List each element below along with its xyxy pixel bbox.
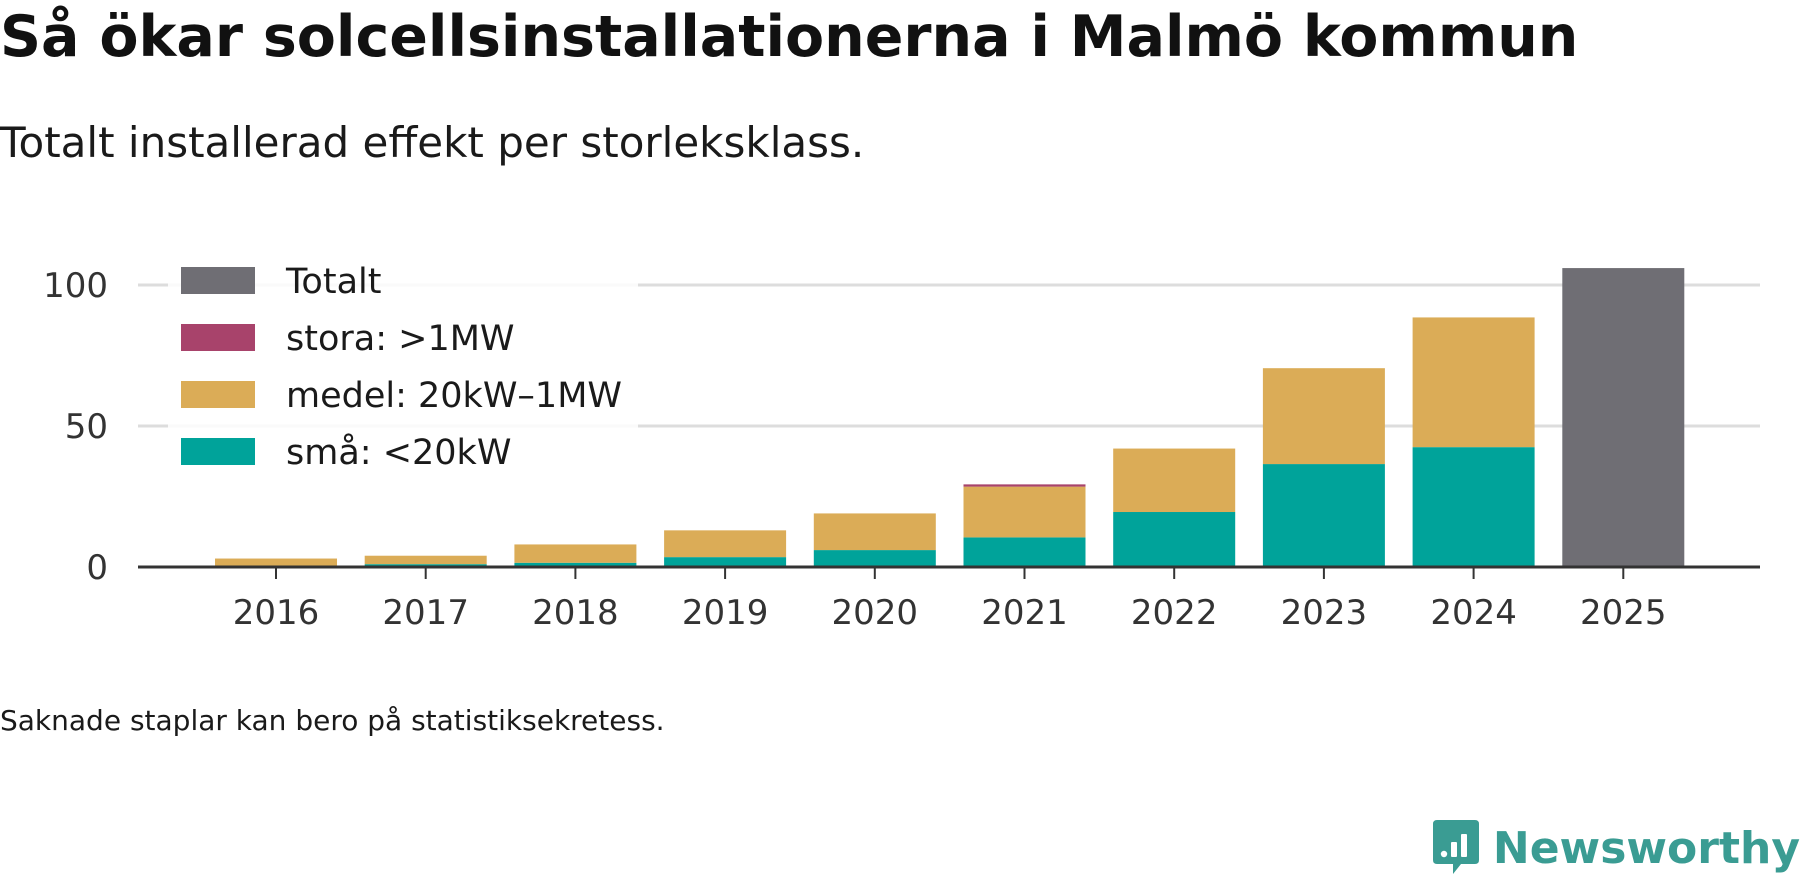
bar-medel-2023 — [1262, 368, 1385, 465]
newsworthy-brand: Newsworthy — [1431, 818, 1800, 878]
legend: Totalt stora: >1MW medel: 20kW–1MW små: <20… — [168, 262, 638, 480]
x-tick-label-2021: 2021 — [981, 593, 1068, 633]
bar-sma-2023 — [1262, 464, 1385, 567]
bar-medel-2018 — [514, 544, 637, 563]
x-tick-label-2022: 2022 — [1131, 593, 1218, 633]
bar-totalt-2025 — [1562, 268, 1685, 567]
x-tick-label-2018: 2018 — [532, 593, 619, 633]
x-tick-label-2016: 2016 — [233, 593, 320, 633]
bar-sma-2021 — [963, 537, 1086, 567]
legend-label-sma: små: <20kW — [286, 432, 511, 473]
bar-sma-2022 — [1113, 512, 1236, 567]
x-tick-label-2020: 2020 — [832, 593, 919, 633]
bar-sma-2019 — [664, 557, 787, 567]
footnote: Saknade staplar kan bero på statistiksek… — [0, 704, 665, 737]
bar-medel-2020 — [813, 513, 936, 551]
y-tick-label-0: 0 — [86, 548, 108, 588]
legend-label-medel: medel: 20kW–1MW — [286, 376, 622, 416]
legend-swatch-sma — [181, 438, 255, 465]
bar-medel-2017 — [364, 555, 487, 565]
axes: 0 50 100 2016 2017 2018 2019 2020 2021 2022 2023 20… — [43, 266, 1760, 633]
legend-swatch-stora — [181, 324, 255, 351]
bar-medel-2019 — [664, 530, 787, 558]
y-tick-label-50: 50 — [65, 407, 108, 447]
x-tick-label-2023: 2023 — [1281, 593, 1368, 633]
x-tick-label-2024: 2024 — [1430, 593, 1517, 633]
x-tick-label-2025: 2025 — [1580, 593, 1667, 633]
bar-medel-2024 — [1412, 317, 1535, 448]
x-tick-label-2017: 2017 — [382, 593, 469, 633]
newsworthy-logo-icon — [1432, 820, 1479, 874]
legend-swatch-medel — [181, 381, 255, 408]
bar-sma-2024 — [1412, 447, 1535, 567]
bar-sma-2020 — [813, 550, 936, 567]
y-tick-label-100: 100 — [43, 266, 108, 306]
bar-sma-2018 — [514, 562, 637, 567]
bar-medel-2021 — [963, 486, 1086, 538]
x-tick-label-2019: 2019 — [682, 593, 769, 633]
chart-title: Så ökar solcellsinstallationerna i Malmö… — [0, 4, 1579, 70]
brand-name: Newsworthy — [1492, 822, 1800, 874]
bar-medel-2022 — [1113, 448, 1236, 513]
legend-label-stora: stora: >1MW — [286, 319, 515, 359]
legend-label-totalt: Totalt — [285, 262, 381, 302]
bar-stora-2021 — [963, 484, 1086, 487]
legend-swatch-totalt — [181, 267, 255, 294]
chart-subtitle: Totalt installerad effekt per storlekskl… — [0, 118, 865, 167]
bars — [215, 268, 1685, 567]
bar-medel-2016 — [215, 558, 337, 566]
